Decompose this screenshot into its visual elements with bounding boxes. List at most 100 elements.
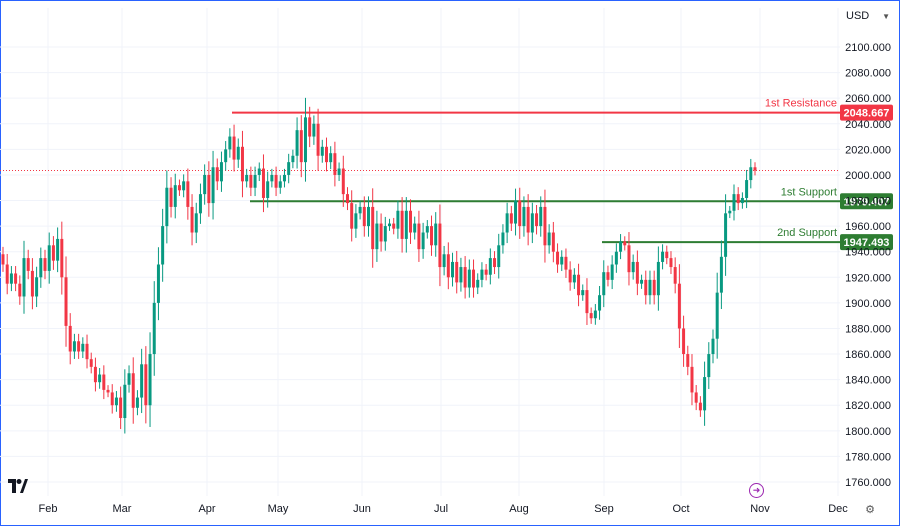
candle-body bbox=[350, 203, 354, 229]
x-tick-label: Mar bbox=[113, 503, 132, 515]
candle-body bbox=[345, 194, 349, 204]
y-tick-label: 1840.000 bbox=[845, 375, 891, 387]
candle-body bbox=[123, 384, 127, 419]
candle-body bbox=[228, 136, 232, 150]
candle-body bbox=[299, 130, 303, 163]
candle-body bbox=[379, 223, 383, 242]
candle-body bbox=[631, 261, 635, 273]
candle-body bbox=[526, 206, 530, 233]
candle-body bbox=[581, 290, 585, 296]
candle-body bbox=[745, 180, 749, 198]
candle-body bbox=[560, 256, 564, 265]
candle-body bbox=[673, 267, 677, 284]
candle-body bbox=[497, 245, 501, 268]
candle-body bbox=[383, 226, 387, 242]
candles bbox=[1, 97, 757, 434]
x-tick-label: Jun bbox=[353, 503, 371, 515]
candle-body bbox=[669, 258, 673, 268]
candle-body bbox=[438, 223, 442, 268]
candle-body bbox=[5, 264, 9, 284]
candle-body bbox=[362, 206, 366, 227]
candle-body bbox=[308, 117, 312, 137]
candle-body bbox=[232, 136, 236, 160]
candle-body bbox=[9, 273, 13, 284]
candle-body bbox=[186, 181, 190, 207]
candle-body bbox=[337, 168, 341, 175]
y-tick-label: 1900.000 bbox=[845, 298, 891, 310]
candle-body bbox=[656, 261, 660, 296]
x-tick-label: Jul bbox=[434, 503, 448, 515]
candle-body bbox=[711, 338, 715, 355]
candle-body bbox=[282, 174, 286, 182]
candle-body bbox=[677, 283, 681, 329]
candle-body bbox=[324, 146, 328, 163]
candle-body bbox=[320, 146, 324, 156]
candle-body bbox=[509, 213, 513, 224]
candle-body bbox=[89, 359, 93, 367]
y-tick-label: 1960.000 bbox=[845, 221, 891, 233]
candle-body bbox=[14, 273, 18, 284]
y-tick-label: 1880.000 bbox=[845, 323, 891, 335]
x-tick-label: Sep bbox=[594, 503, 614, 515]
y-tick-label: 1800.000 bbox=[845, 426, 891, 438]
candle-body bbox=[543, 206, 547, 246]
candle-body bbox=[211, 167, 215, 204]
y-tick-label: 2060.000 bbox=[845, 93, 891, 105]
candle-body bbox=[404, 210, 408, 239]
candle-body bbox=[572, 274, 576, 283]
y-tick-label: 1980.000 bbox=[845, 196, 891, 208]
candle-body bbox=[686, 354, 690, 367]
candle-body bbox=[198, 194, 202, 214]
candle-body bbox=[110, 392, 114, 406]
candle-body bbox=[77, 341, 81, 352]
y-tick-label: 1760.000 bbox=[845, 477, 891, 489]
candle-body bbox=[421, 232, 425, 250]
x-tick-label: Feb bbox=[39, 503, 58, 515]
candle-body bbox=[577, 274, 581, 296]
support-label: 1st Support bbox=[781, 186, 837, 198]
candle-body bbox=[173, 185, 177, 207]
candle-body bbox=[644, 279, 648, 296]
price-tag-value: 1947.493 bbox=[844, 237, 890, 249]
candle-body bbox=[640, 279, 644, 284]
candle-body bbox=[715, 292, 719, 339]
currency-select[interactable]: USD ▼ bbox=[838, 7, 894, 25]
candle-body bbox=[661, 251, 665, 262]
candle-body bbox=[119, 397, 123, 419]
candle-body bbox=[177, 185, 181, 191]
y-tick-label: 1820.000 bbox=[845, 400, 891, 412]
candle-body bbox=[22, 258, 26, 297]
candle-body bbox=[203, 174, 207, 195]
candle-body bbox=[127, 373, 131, 385]
candle-body bbox=[413, 223, 417, 233]
y-tick-label: 1940.000 bbox=[845, 247, 891, 259]
candle-body bbox=[135, 397, 139, 408]
candle-body bbox=[18, 283, 22, 297]
support-label: 2nd Support bbox=[777, 227, 837, 239]
price-tag bbox=[840, 104, 893, 121]
candle-body bbox=[388, 223, 392, 227]
candle-body bbox=[472, 269, 476, 288]
candle-body bbox=[140, 364, 144, 398]
candle-body bbox=[358, 206, 362, 214]
candle-body bbox=[329, 153, 333, 163]
candle-body bbox=[219, 162, 223, 182]
x-tick-label: Nov bbox=[750, 503, 770, 515]
level-lines: 1st Resistance 2048.667 1st Support 1979.40… bbox=[0, 98, 893, 251]
candle-body bbox=[144, 364, 148, 406]
candle-body bbox=[161, 226, 165, 265]
bolt-icon[interactable]: ➜ bbox=[749, 483, 764, 498]
candle-body bbox=[690, 366, 694, 393]
candle-body bbox=[728, 210, 732, 214]
candle-body bbox=[303, 117, 307, 163]
y-tick-label: 2000.000 bbox=[845, 170, 891, 182]
candle-body bbox=[539, 206, 543, 227]
candle-body bbox=[72, 341, 76, 352]
gear-icon[interactable]: ⚙ bbox=[865, 504, 875, 516]
candle-body bbox=[291, 155, 295, 163]
candle-body bbox=[56, 238, 60, 261]
candle-body bbox=[476, 279, 480, 288]
grid bbox=[0, 8, 840, 496]
candle-body bbox=[30, 270, 34, 297]
